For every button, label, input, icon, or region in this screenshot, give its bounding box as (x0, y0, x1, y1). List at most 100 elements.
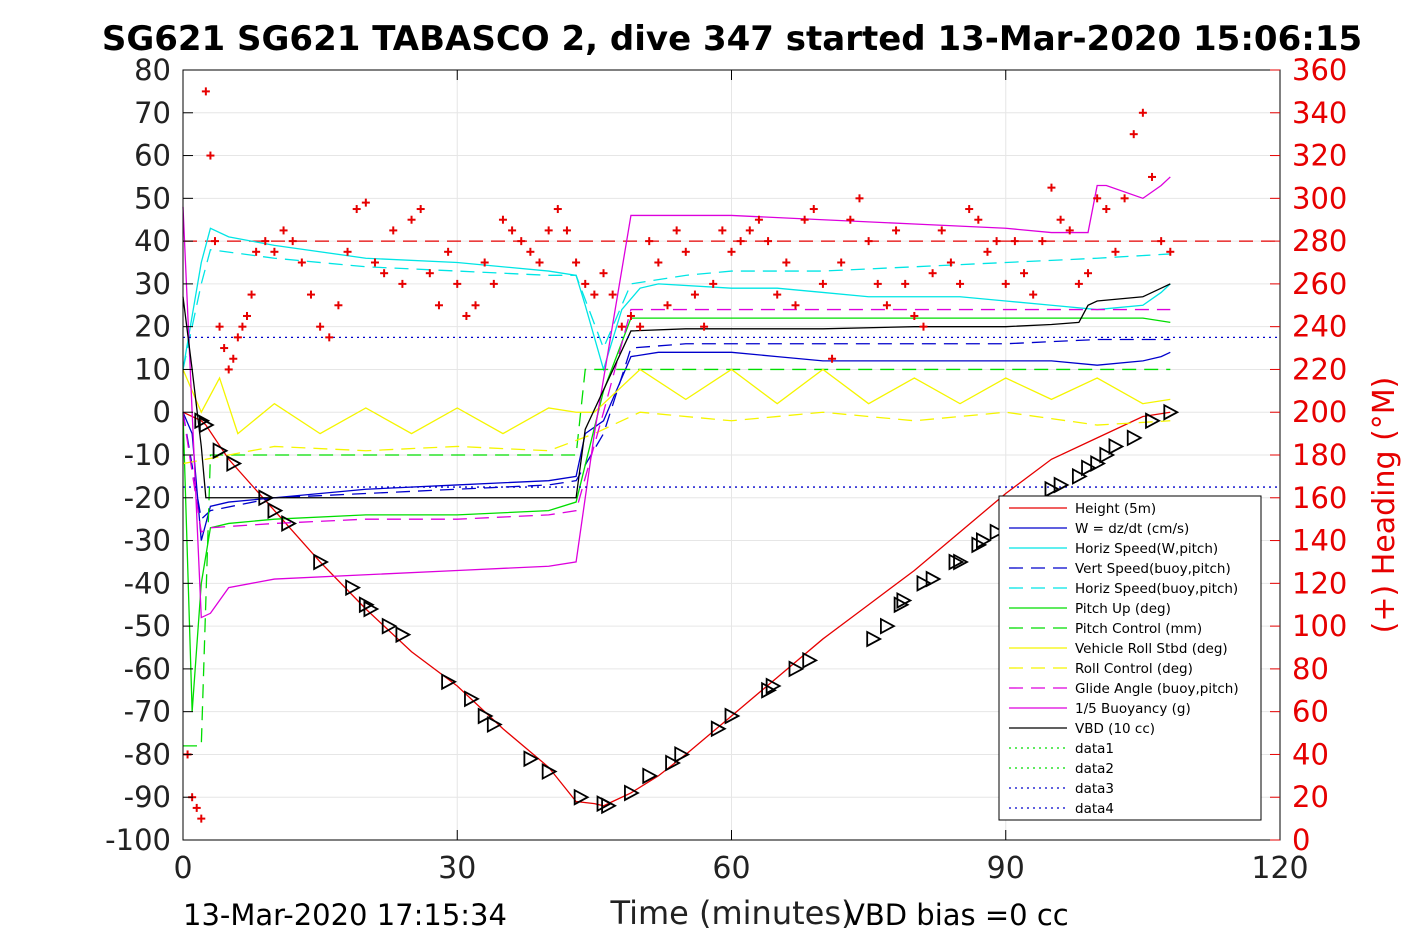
depth-marker (893, 596, 910, 614)
heading-point (380, 269, 389, 278)
y-tick-label: -50 (124, 609, 171, 643)
y-right-tick-label: 200 (1292, 395, 1347, 429)
x-tick-label: 120 (1251, 851, 1308, 886)
y-right-tick-label: 220 (1292, 352, 1347, 386)
heading-point (192, 803, 201, 812)
depth-marker (523, 750, 540, 768)
heading-point (252, 247, 261, 256)
depth-marker (258, 489, 275, 507)
y-tick-label: -80 (124, 737, 171, 771)
y-right-tick-label: 320 (1292, 139, 1347, 173)
legend-label-4: Vert Speed(buoy,pitch) (1075, 561, 1231, 577)
depth-marker (916, 574, 933, 592)
heading-point (1166, 247, 1175, 256)
footer-timestamp: 13-Mar-2020 17:15:34 (183, 898, 507, 932)
depth-marker (788, 660, 805, 678)
heading-point (1047, 183, 1056, 192)
y-right-tick-label: 160 (1292, 481, 1347, 515)
y-right-tick-label: 340 (1292, 96, 1347, 130)
heading-point (800, 215, 809, 224)
heading-point (425, 269, 434, 278)
heading-point (462, 311, 471, 320)
heading-point (782, 258, 791, 267)
depth-marker (724, 707, 741, 725)
heading-point (553, 205, 562, 214)
heading-point (316, 322, 325, 331)
depth-marker (573, 788, 590, 806)
depth-marker (464, 690, 480, 708)
heading-point (270, 247, 279, 256)
heading-point (444, 247, 453, 256)
heading-point (1065, 226, 1074, 235)
depth-marker (601, 797, 617, 815)
heading-point (517, 237, 526, 246)
depth-marker (765, 677, 782, 695)
legend-label-9: Roll Control (deg) (1075, 661, 1193, 677)
heading-point (608, 290, 617, 299)
y-tick-label: -60 (124, 652, 171, 686)
depth-marker (1126, 429, 1143, 447)
heading-point (201, 87, 210, 96)
depth-marker (541, 763, 558, 781)
heading-point (1102, 205, 1111, 214)
y-tick-label: 0 (153, 395, 171, 429)
y-right-tick-label: 40 (1292, 737, 1329, 771)
heading-point (910, 311, 919, 320)
heading-point (370, 258, 379, 267)
heading-point (1129, 130, 1138, 139)
heading-point (663, 301, 672, 310)
y-right-tick-label: 300 (1292, 181, 1347, 215)
heading-point (352, 205, 361, 214)
heading-point (220, 344, 229, 353)
heading-point (1148, 172, 1157, 181)
heading-point (508, 226, 517, 235)
heading-point (1010, 237, 1019, 246)
chart-title: SG621 SG621 TABASCO 2, dive 347 started … (102, 19, 1362, 59)
heading-point (1111, 247, 1120, 256)
heading-point (645, 237, 654, 246)
depth-marker (226, 455, 243, 473)
y-right-tick-label: 80 (1292, 652, 1329, 686)
depth-marker (395, 626, 412, 644)
depth-marker (381, 617, 398, 635)
heading-point (215, 322, 224, 331)
y-tick-label: -40 (124, 566, 171, 600)
heading-point (654, 258, 663, 267)
heading-point (498, 215, 507, 224)
heading-point (873, 279, 882, 288)
heading-point (828, 354, 837, 363)
series-line-7 (183, 368, 1171, 747)
legend-label-14: data2 (1075, 761, 1114, 777)
depth-marker (896, 591, 913, 609)
heading-point (535, 258, 544, 267)
heading-point (279, 226, 288, 235)
legend: Height (5m) W = dz/dt (cm/s) Horiz Speed(W… (998, 495, 1262, 821)
heading-point (229, 354, 238, 363)
y-tick-label: 60 (134, 139, 171, 173)
heading-point (581, 279, 590, 288)
depth-marker (674, 745, 691, 763)
heading-point (946, 258, 955, 267)
y-tick-label: -70 (124, 695, 171, 729)
heading-point (1138, 108, 1147, 117)
series-line-9 (182, 411, 1171, 465)
heading-point (864, 237, 873, 246)
heading-point (892, 226, 901, 235)
y-right-tick-label: 360 (1292, 53, 1347, 87)
x-tick-label: 30 (438, 851, 476, 886)
y-right-tick-label: 120 (1292, 566, 1347, 600)
heading-point (983, 247, 992, 256)
depth-marker (971, 536, 988, 554)
series-line-8 (182, 368, 1171, 435)
heading-point (1074, 279, 1083, 288)
heading-point (718, 226, 727, 235)
heading-point (773, 290, 782, 299)
y-right-tick-label: 0 (1292, 823, 1310, 857)
heading-point (846, 215, 855, 224)
heading-point (745, 226, 754, 235)
heading-point (855, 194, 864, 203)
depth-marker (313, 553, 330, 571)
heading-point (727, 247, 736, 256)
legend-box (998, 495, 1262, 821)
heading-point (434, 301, 443, 310)
